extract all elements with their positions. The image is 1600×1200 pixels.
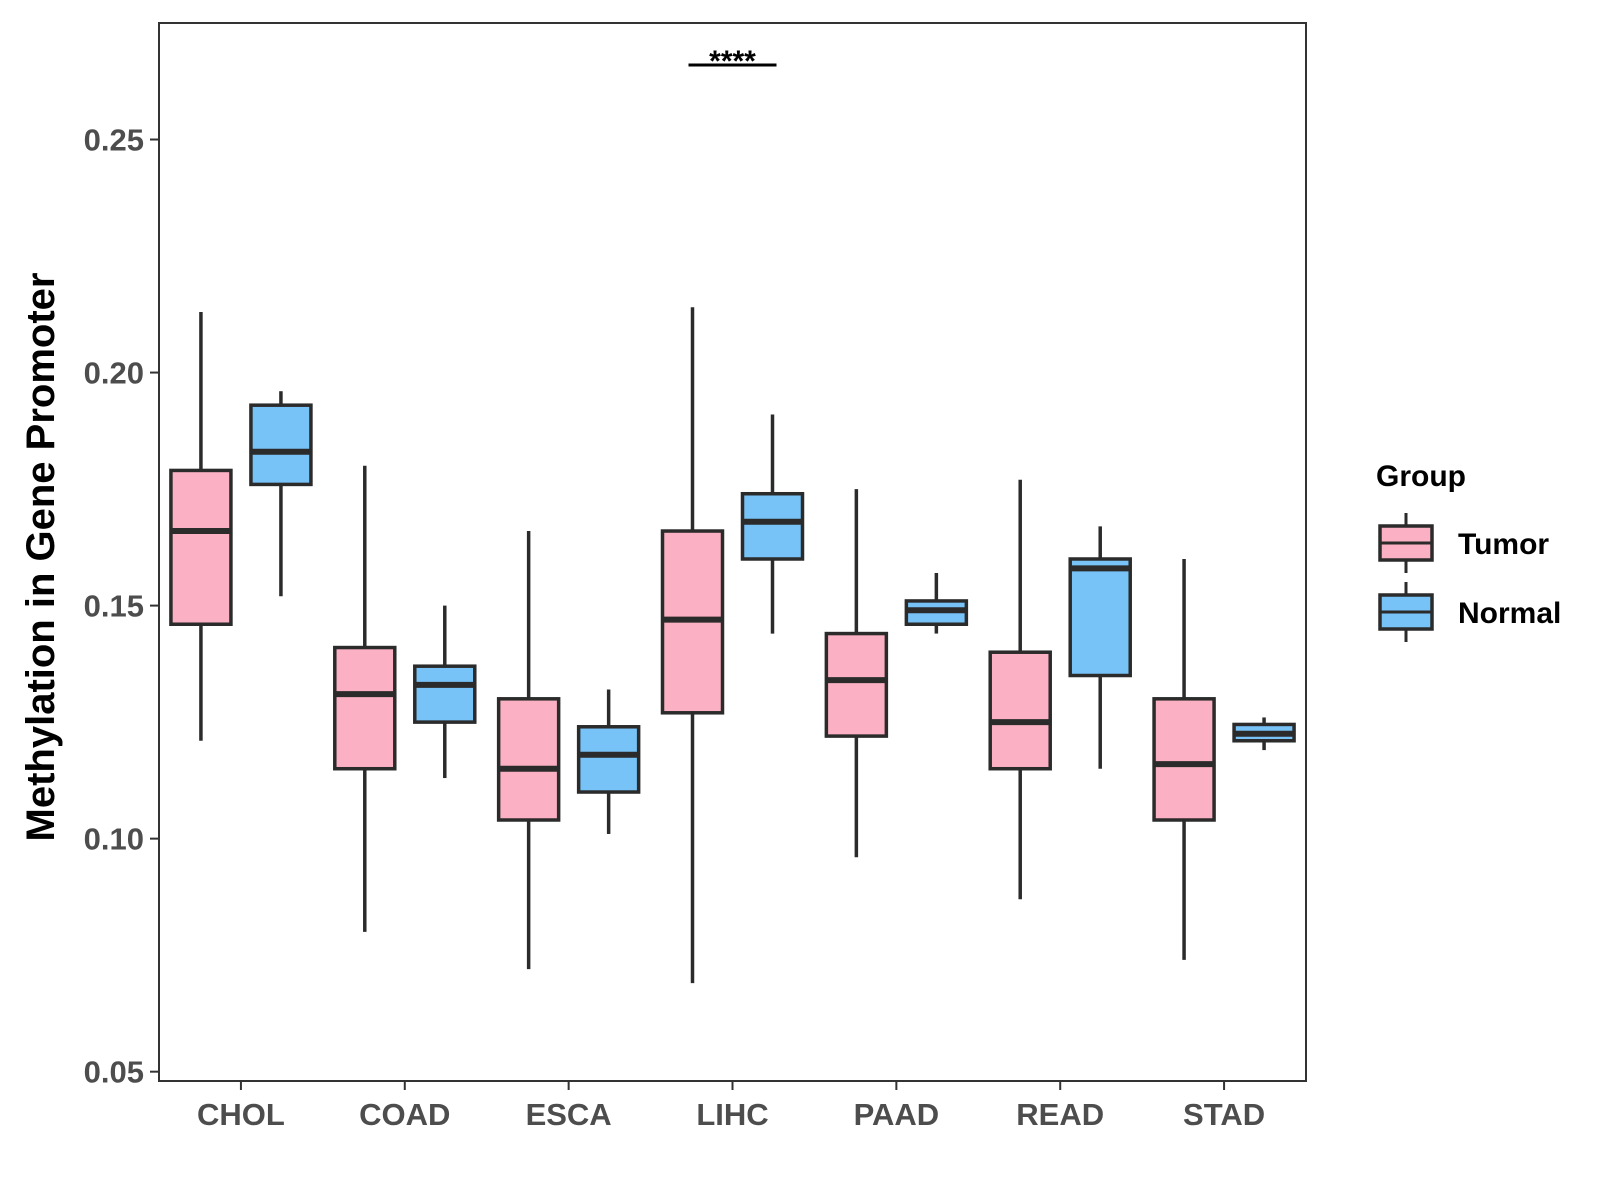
box-normal-paad	[904, 572, 969, 634]
x-tick-label-stad: STAD	[1183, 1097, 1265, 1132]
box-normal-coad	[413, 605, 477, 779]
plot-panel-border	[158, 22, 1307, 1082]
box-iqr	[333, 645, 397, 771]
legend-key-normal	[1378, 582, 1434, 642]
box-tumor-paad	[824, 489, 889, 858]
box-iqr	[988, 650, 1052, 771]
box-iqr	[496, 697, 561, 822]
x-tick-label-read: READ	[1016, 1097, 1104, 1132]
x-tick-label-chol: CHOL	[197, 1097, 285, 1132]
box-iqr	[576, 725, 641, 794]
x-axis: CHOL COAD ESCA LIHC PAAD READ STAD	[197, 1081, 1265, 1132]
y-tick-label: 0.05	[84, 1055, 144, 1090]
x-tick-label-esca: ESCA	[526, 1097, 612, 1132]
legend-title: Group	[1376, 460, 1466, 493]
legend-label-normal: Normal	[1458, 597, 1561, 630]
box-iqr	[1152, 697, 1216, 822]
y-tick-label: 0.15	[84, 589, 144, 624]
box-tumor-esca	[496, 531, 561, 970]
box-iqr	[249, 403, 313, 487]
box-normal-lihc	[740, 414, 805, 634]
y-tick-label: 0.25	[84, 123, 144, 158]
plot-area	[158, 22, 1307, 1082]
boxes	[169, 307, 1296, 984]
significance-label: ****	[709, 45, 756, 78]
box-iqr	[413, 664, 477, 724]
x-tick-label-paad: PAAD	[854, 1097, 940, 1132]
legend-key-tumor	[1378, 513, 1434, 573]
y-tick-label: 0.20	[84, 356, 144, 391]
annotations: ****	[688, 45, 777, 78]
box-iqr	[1068, 557, 1132, 678]
box-tumor-lihc	[660, 307, 725, 984]
x-tick-label-lihc: LIHC	[696, 1097, 768, 1132]
box-iqr	[169, 468, 233, 626]
box-normal-esca	[576, 689, 641, 834]
box-tumor-coad	[333, 465, 397, 932]
y-tick-label: 0.10	[84, 822, 144, 857]
box-tumor-chol	[169, 311, 233, 741]
x-tick-label-coad: COAD	[359, 1097, 450, 1132]
box-normal-chol	[249, 391, 313, 597]
box-tumor-read	[988, 479, 1052, 900]
box-iqr	[740, 491, 805, 561]
box-tumor-stad	[1152, 558, 1216, 960]
box-normal-stad	[1232, 717, 1296, 751]
legend-label-tumor: Tumor	[1458, 528, 1549, 561]
box-normal-read	[1068, 526, 1132, 769]
y-axis-label: Methylation in Gene Promoter	[19, 273, 63, 842]
box-iqr	[824, 631, 889, 738]
y-axis: 0.05 0.10 0.15 0.20 0.25	[84, 123, 159, 1090]
legend: Group Tumor Normal	[1376, 460, 1561, 642]
